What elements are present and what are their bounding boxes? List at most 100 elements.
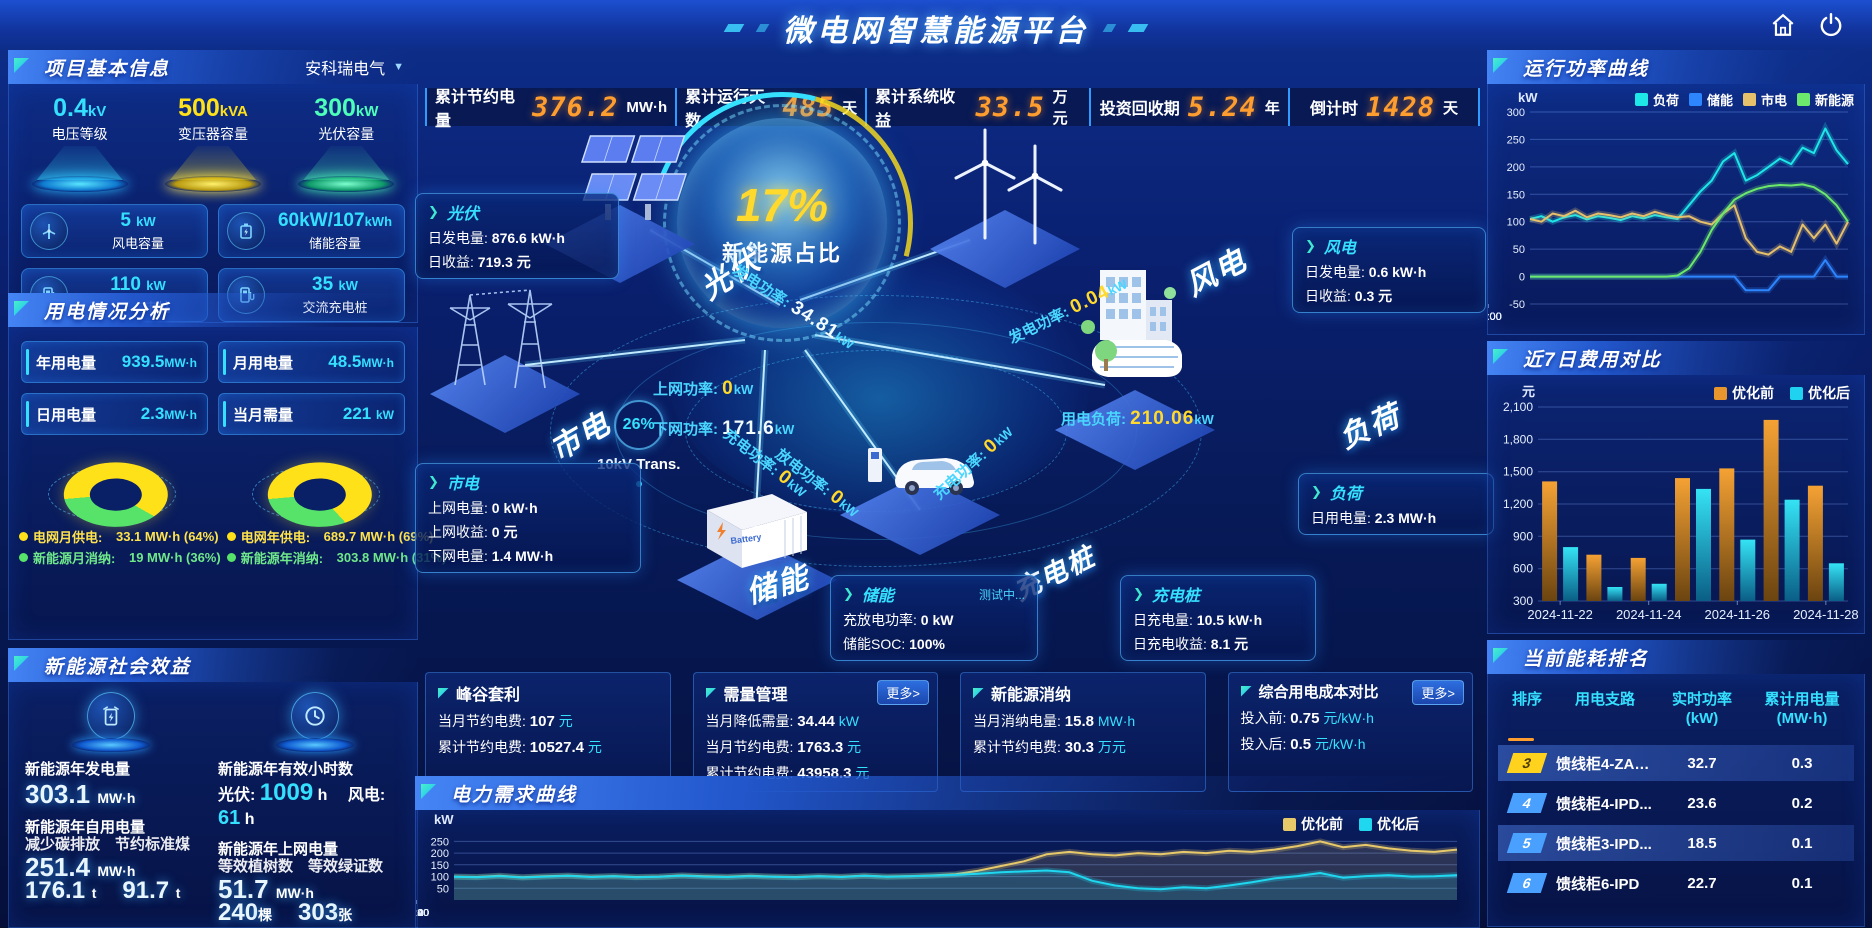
legend-load[interactable]: 负荷 xyxy=(1634,90,1679,109)
svg-text:50: 50 xyxy=(1513,244,1525,256)
infobox-storage: ❯ 储能 测试中... 充放电功率: 0 kW 储能SOC: 100% xyxy=(830,575,1038,661)
svg-text:1,200: 1,200 xyxy=(1503,497,1533,511)
legend-renewable[interactable]: 新能源 xyxy=(1796,90,1854,109)
title-decor-left xyxy=(723,24,745,32)
flow-load-power: 用电负荷: 210.06kW xyxy=(1061,408,1214,429)
company-select[interactable]: 安科瑞电气 ▼ xyxy=(305,55,404,79)
card-title: 新能源消纳 xyxy=(973,681,1193,705)
ratio-value: 17% xyxy=(735,179,829,231)
svg-text:Battery: Battery xyxy=(730,532,762,546)
panel-cost-body: 元 优化前 优化后 2,100 1,800 1,500 1,200 900 600 300 2… xyxy=(1487,375,1865,634)
panel-social-benefits: 新能源社会效益 新能源年发电量 xyxy=(8,648,418,928)
battery-container-illustration: Battery xyxy=(707,494,807,568)
card-storage-capacity: 60kW/107kWh 储能容量 xyxy=(218,204,405,258)
legend-grid-month: 电网月供电: 33.1 MW·h (64%) xyxy=(19,527,221,546)
legend-storage[interactable]: 储能 xyxy=(1688,90,1733,109)
panel-usage-title: 用电情况分析 xyxy=(44,301,171,323)
flow-feed-down: 下网功率: 171.6kW xyxy=(653,418,795,439)
rank-badge: 5 xyxy=(1506,833,1548,853)
infobox-grid: ❯ 市电 上网电量: 0 kW·h 上网收益: 0 元 下网电量: 1.4 MW·… xyxy=(415,463,641,573)
legend-grid[interactable]: 市电 xyxy=(1742,90,1787,109)
panel-cost-title: 近7日费用对比 xyxy=(1523,349,1662,371)
legend-dot xyxy=(226,553,236,562)
legend-new-month: 新能源月消纳: 19 MW·h (36%) xyxy=(19,548,221,567)
co2-coal-labels: 减少碳排放 节约标准煤 xyxy=(25,836,191,853)
kpi-saved-energy: 累计节约电量 376.2 MW·h xyxy=(425,88,675,130)
table-row[interactable]: 3 馈线柜4-ZAL总 32.7 0.3 xyxy=(1498,745,1854,781)
panel-demand-curve: 电力需求曲线 kW 优化前 优化后 2502001501005000:0000:… xyxy=(403,776,1480,928)
gen-value: 303.1 MW·h xyxy=(25,779,136,809)
legend-grid-year: 电网年供电: 689.7 MW·h (69%) xyxy=(226,527,447,546)
svg-text:-50: -50 xyxy=(1509,299,1525,311)
card-peak-valley: 峰谷套利 当月节约电费: 107 元 累计节约电费: 10527.4 元 xyxy=(425,672,671,792)
wind-turbine-icon xyxy=(30,212,68,250)
benefit-icons xyxy=(9,682,417,752)
legend-after[interactable]: 优化后 xyxy=(1790,383,1850,403)
svg-text:150: 150 xyxy=(431,860,449,872)
title-decor-right-2 xyxy=(1102,24,1117,32)
panel-cost-compare: 近7日费用对比 元 优化前 优化后 2,100 1,800 1,500 1,200 90… xyxy=(1487,341,1865,634)
panel-energy-ranking: 当前能耗排名 排序 用电支路 实时功率 (kW) 累计用电量 (MW·h) 3 馈线… xyxy=(1487,640,1865,927)
kpi-payback-period: 投资回收期 5.24 年 xyxy=(1089,88,1288,126)
svg-text:2,100: 2,100 xyxy=(1503,400,1533,414)
power-icon[interactable] xyxy=(1818,12,1844,38)
usage-stats: 年用电量 939.5MW·h 月用电量 48.5MW·h 日用电量 2.3MW·… xyxy=(9,327,417,435)
panel-project-header: 项目基本信息 安科瑞电气 ▼ xyxy=(8,50,418,84)
storage-test-badge: 测试中... xyxy=(978,587,1025,602)
ev-charger-illustration xyxy=(868,448,974,495)
svg-text:2024-11-22: 2024-11-22 xyxy=(1527,607,1593,622)
svg-text:300: 300 xyxy=(1513,594,1533,608)
solar-panels-illustration xyxy=(580,135,688,220)
home-icon[interactable] xyxy=(1770,12,1796,38)
power-axis-unit: kW xyxy=(1518,90,1538,105)
project-podiums: 0.4kV 电压等级 500kVA 变压器容量 300kW 光伏容量 xyxy=(9,84,417,192)
arrow-icon: ❯ xyxy=(1311,484,1322,499)
panel-ranking-title: 当前能耗排名 xyxy=(1523,648,1650,670)
transformer-load-pct: 26% xyxy=(613,400,664,450)
demand-axis-unit: kW xyxy=(434,812,454,827)
stat-month-demand: 当月需量 221 kW xyxy=(218,393,405,435)
panel-demand-header: 电力需求曲线 xyxy=(415,776,1480,810)
donut-legends: 电网月供电: 33.1 MW·h (64%) 电网年供电: 689.7 MW·h… xyxy=(9,523,446,567)
svg-text:14:00: 14:00 xyxy=(1488,311,1502,323)
demand-more-button[interactable]: 更多> xyxy=(877,680,929,705)
energy-flow-diagram: 17% 新能源占比 xyxy=(415,100,1494,668)
card-title: 峰谷套利 xyxy=(438,681,658,705)
svg-text:250: 250 xyxy=(1507,134,1525,146)
legend-dot xyxy=(226,532,236,541)
cost-axis-unit: 元 xyxy=(1522,384,1536,399)
ranking-table-header: 排序 用电支路 实时功率 (kW) 累计用电量 (MW·h) xyxy=(1511,691,1840,727)
panel-demand-body: kW 优化前 优化后 2502001501005000:0000:4001:20… xyxy=(403,810,1480,928)
svg-text:2024-11-26: 2024-11-26 xyxy=(1705,607,1771,622)
legend-before[interactable]: 优化前 xyxy=(1714,383,1774,403)
table-row[interactable]: 4 馈线柜4-IPD... 23.6 0.2 xyxy=(1498,785,1854,821)
kpi-countdown: 倒计时 1428 天 xyxy=(1288,88,1481,126)
legend-dot xyxy=(19,553,28,562)
gen-label: 新能源年发电量 xyxy=(25,761,131,778)
podium-transformer: 500kVA 变压器容量 xyxy=(154,94,272,192)
hours-icon-podium xyxy=(276,692,354,752)
self-use-value: 251.4 MW·h xyxy=(25,852,136,882)
panel-ranking-header: 当前能耗排名 xyxy=(1487,640,1865,674)
infobox-pv: ❯ 光伏 日发电量: 876.6 kW·h 日收益: 719.3 元 xyxy=(415,193,619,279)
donut-year-chart xyxy=(252,449,386,536)
svg-text:600: 600 xyxy=(1513,562,1533,576)
svg-text:100: 100 xyxy=(431,872,449,884)
panel-benefits-body: 新能源年发电量 303.1 MW·h 新能源年自用电量 减少碳排放 节约标准煤 … xyxy=(8,682,418,928)
cost-legend: 优化前 优化后 xyxy=(1714,383,1850,403)
legend-before[interactable]: 优化前 xyxy=(1283,814,1343,834)
legend-after[interactable]: 优化后 xyxy=(1359,814,1419,834)
pv-hours: 光伏: 1009 h 风电: 61 h xyxy=(218,779,386,829)
trees-certs-values: 240棵 303张 xyxy=(218,899,353,926)
rank-badge: 4 xyxy=(1506,793,1548,813)
trees-certs-labels: 等效植树数 等效绿证数 xyxy=(218,858,384,875)
light-cone xyxy=(169,146,256,180)
arrow-icon: ❯ xyxy=(1133,586,1144,601)
svg-text:50: 50 xyxy=(437,883,449,895)
kpi-bar: 累计节约电量 376.2 MW·h 累计运行天数 485 天 累计系统收益 33… xyxy=(425,88,1481,130)
cost-more-button[interactable]: 更多> xyxy=(1412,680,1464,705)
table-row[interactable]: 5 馈线柜3-IPD... 18.5 0.1 xyxy=(1498,825,1854,861)
panel-benefits-title: 新能源社会效益 xyxy=(44,656,192,678)
co2-coal-values: 176.1 t 91.7 t xyxy=(25,877,181,904)
table-row[interactable]: 6 馈线柜6-IPD 22.7 0.1 xyxy=(1498,865,1854,901)
